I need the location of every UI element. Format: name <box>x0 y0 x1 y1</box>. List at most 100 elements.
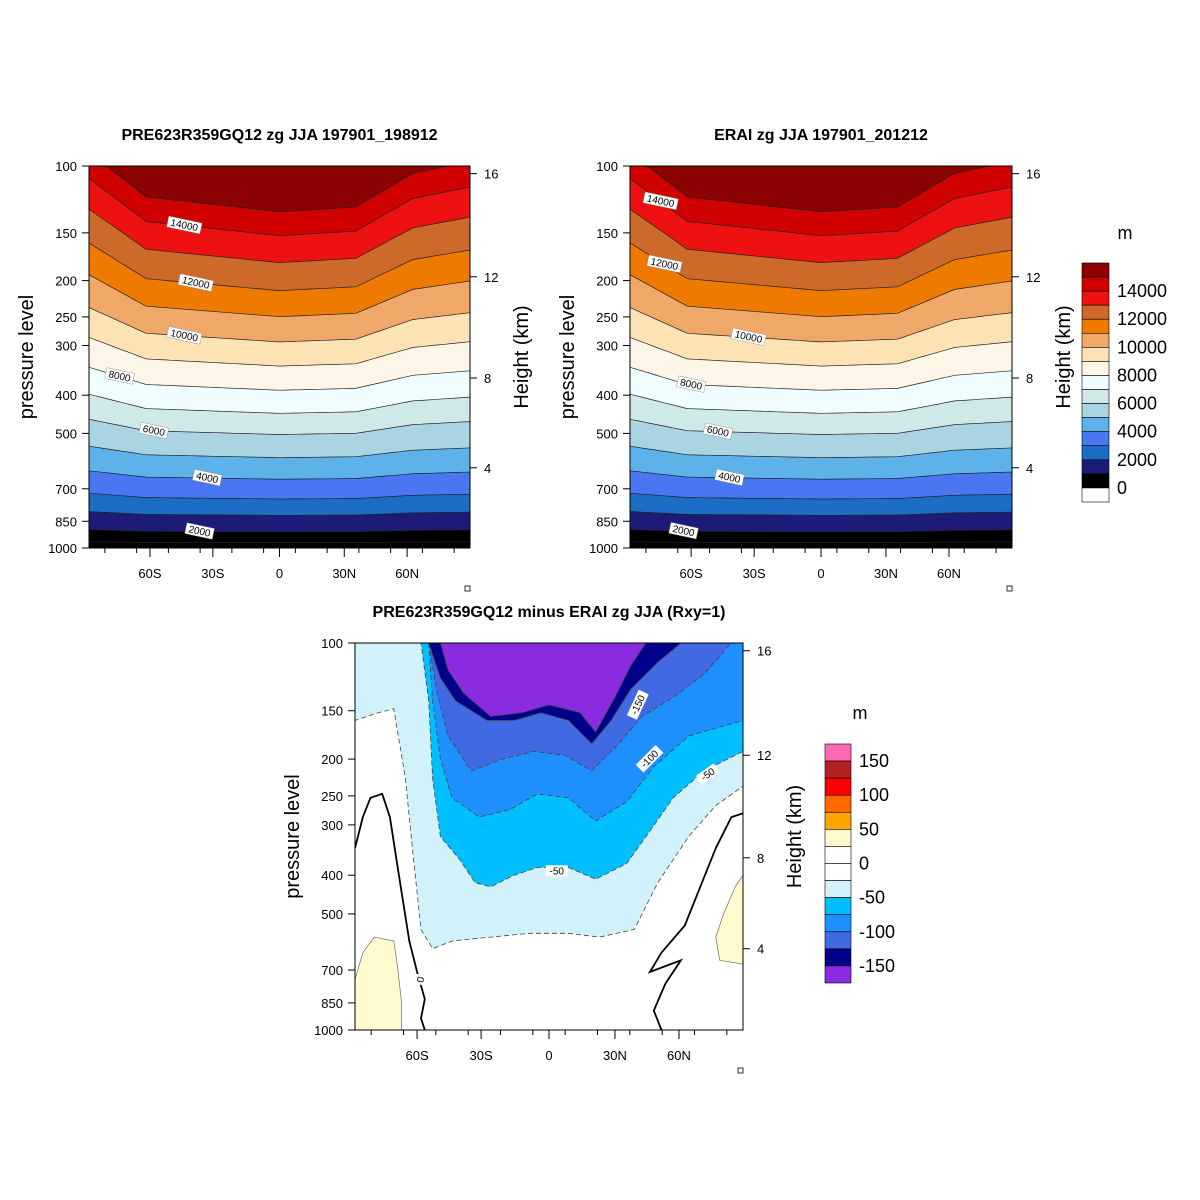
y-tick-label: 250 <box>321 789 343 804</box>
y-right-tick-label: 12 <box>484 270 498 285</box>
contour-line <box>89 274 470 318</box>
x-tick-label: 60S <box>680 566 703 581</box>
contour-line <box>89 366 470 391</box>
y-tick-label: 250 <box>596 310 618 325</box>
colorbar-swatch <box>824 743 852 762</box>
y-tick-label: 850 <box>321 996 343 1011</box>
y-right-tick-label: 4 <box>757 942 764 957</box>
colorbar-swatch <box>1081 347 1110 362</box>
colorbar-swatch <box>824 948 852 967</box>
contour-line <box>89 445 470 459</box>
y-tick-label: 400 <box>321 868 343 883</box>
contour-line <box>630 178 1012 237</box>
contour-line <box>89 208 470 263</box>
panel-3-contours: -150-100-50-500 <box>355 643 743 1030</box>
colorbar-swatch <box>824 897 852 916</box>
colorbar-swatch <box>824 777 852 796</box>
y-right-tick-label: 16 <box>484 167 498 182</box>
y-tick-label: 200 <box>321 752 343 767</box>
y-right-tick-label: 12 <box>757 748 771 763</box>
contour-label-box <box>695 763 720 785</box>
colorbar-swatch <box>1081 262 1110 278</box>
colorbar-label: 8000 <box>1117 365 1157 385</box>
colorbar-swatch <box>1081 459 1110 475</box>
colorbar-swatch <box>1081 276 1110 292</box>
contour-line <box>630 337 1012 367</box>
y-right-tick-label: 8 <box>484 371 491 386</box>
y-tick-label: 850 <box>55 514 77 529</box>
contour-label-box <box>177 273 214 292</box>
colorbar-swatch <box>824 931 852 950</box>
contour-line <box>89 541 470 543</box>
corner-marker <box>464 585 471 592</box>
contour-line <box>89 307 470 343</box>
y-right-tick-label: 4 <box>1026 461 1033 476</box>
contour-line <box>630 274 1012 318</box>
contour-label-box <box>545 865 568 877</box>
corner-marker <box>737 1067 744 1074</box>
y-tick-label: 100 <box>321 636 343 651</box>
colorbar-label: 12000 <box>1117 309 1167 329</box>
colorbar-swatch <box>824 846 852 864</box>
contour-band <box>89 541 470 548</box>
panel-1-axes <box>82 165 477 592</box>
contour-line <box>89 393 470 414</box>
contour-label: 8000 <box>676 375 707 393</box>
contour-label-box <box>166 326 203 345</box>
colorbar-label: 100 <box>859 785 889 805</box>
colorbar-swatch <box>824 829 852 847</box>
contour-label: 4000 <box>192 469 223 486</box>
colorbar-label: 10000 <box>1117 337 1167 357</box>
panel-3-axes <box>348 642 750 1074</box>
colorbar-swatch <box>1081 290 1110 306</box>
x-tick-label: 30N <box>874 566 898 581</box>
contour-label-box <box>646 254 683 274</box>
y-tick-label: 400 <box>55 388 77 403</box>
contour-line <box>630 208 1012 263</box>
contour-label: 2000 <box>668 522 699 540</box>
colorbar-swatch <box>824 811 852 830</box>
colorbar-swatch <box>824 760 852 779</box>
contour-line <box>630 393 1012 414</box>
y-tick-label: 500 <box>596 426 618 441</box>
y-right-tick-label: 12 <box>1026 270 1040 285</box>
x-tick-label: 60N <box>937 566 961 581</box>
colorbar-swatch <box>824 914 852 933</box>
contour-line <box>89 492 470 500</box>
colorbar-label: -100 <box>859 922 895 942</box>
y-tick-label: 150 <box>596 226 618 241</box>
colorbar-3 <box>824 743 852 984</box>
contour-label-text: 2000 <box>187 524 211 539</box>
contour-line <box>89 166 470 213</box>
zero-contour-line <box>647 812 743 1030</box>
y-tick-label: 1000 <box>48 541 77 556</box>
y-tick-label: 150 <box>55 226 77 241</box>
contour-line <box>630 470 1012 480</box>
contour-line <box>630 492 1012 500</box>
contour-line <box>89 178 470 237</box>
x-tick-label: 60S <box>138 566 161 581</box>
x-tick-label: 0 <box>545 1048 552 1063</box>
contour-label: 4000 <box>714 468 745 486</box>
x-tick-label: 30S <box>470 1048 493 1063</box>
colorbar-label: 0 <box>859 854 869 874</box>
contour-line <box>630 445 1012 459</box>
contour-label: -50 <box>545 865 568 877</box>
colorbar-swatch <box>824 880 852 898</box>
contour-label-box <box>668 522 699 540</box>
colorbar-label: -50 <box>859 888 885 908</box>
contour-label-box <box>635 744 664 773</box>
contour-line <box>89 337 470 367</box>
colorbar-swatch <box>1081 361 1110 376</box>
contour-label-box <box>642 191 679 210</box>
contour-label-text: 4000 <box>195 471 219 486</box>
y-tick-label: 700 <box>321 963 343 978</box>
contour-label: 8000 <box>104 367 135 385</box>
y-tick-label: 1000 <box>314 1023 343 1038</box>
contour-line <box>630 307 1012 343</box>
y-tick-label: 850 <box>596 514 618 529</box>
x-tick-label: 60S <box>406 1048 429 1063</box>
colorbar-swatch <box>1081 431 1110 447</box>
chart-title: PRE623R359GQ12 minus ERAI zg JJA (Rxy=1) <box>373 604 726 621</box>
